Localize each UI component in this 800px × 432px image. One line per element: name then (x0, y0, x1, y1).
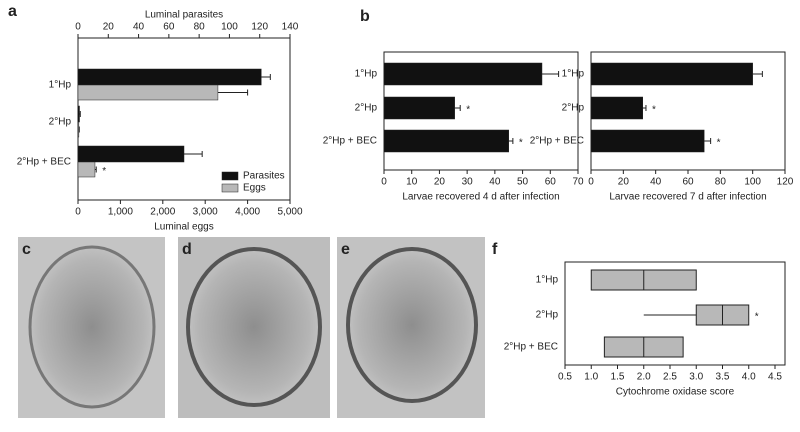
panel-label: f (492, 241, 498, 258)
micrograph-d (178, 237, 330, 418)
x-tick-label: 40 (489, 177, 501, 188)
y-tick-label: 2°Hp + BEC (504, 342, 558, 353)
y-tick-label: 2°Hp (355, 103, 378, 114)
significance-mark: * (466, 105, 470, 116)
x2-tick-label: 40 (133, 22, 145, 33)
panel-label: a (8, 3, 17, 20)
x-tick-label: 4.0 (742, 372, 756, 383)
x2-tick-label: 100 (221, 22, 238, 33)
bar (590, 96, 643, 120)
bar (590, 129, 705, 153)
panel-label: e (341, 241, 350, 258)
x-tick-label: 0 (381, 177, 387, 188)
x2-tick-label: 80 (194, 22, 206, 33)
x-tick-label: 1,000 (108, 207, 133, 218)
x-tick-label: 4,000 (235, 207, 260, 218)
x-axis-title: Luminal eggs (154, 222, 213, 233)
x-tick-label: 1.5 (611, 372, 625, 383)
x-tick-label: 5,000 (277, 207, 302, 218)
x-tick-label: 3.0 (689, 372, 703, 383)
y-tick-label: 2°Hp (536, 310, 559, 321)
bar (77, 84, 219, 101)
plot-frame (564, 261, 786, 366)
x2-tick-label: 0 (75, 22, 81, 33)
y-tick-label: 2°Hp + BEC (323, 136, 377, 147)
x-tick-label: 100 (744, 177, 761, 188)
y-tick-label: 1°Hp (49, 80, 72, 91)
y-tick-label: 2°Hp + BEC (530, 136, 584, 147)
y-tick-label: 2°Hp + BEC (17, 157, 71, 168)
x-tick-label: 20 (434, 177, 446, 188)
bar (77, 161, 96, 178)
x-tick-label: 10 (406, 177, 418, 188)
micrograph-e (337, 237, 485, 418)
bar (590, 62, 753, 86)
bar (383, 129, 509, 153)
y-tick-label: 1°Hp (355, 69, 378, 80)
x-tick-label: 30 (462, 177, 474, 188)
x-tick-label: 0 (588, 177, 594, 188)
legend-label: Eggs (243, 183, 266, 194)
x2-axis-title: Luminal parasites (145, 10, 223, 21)
x-tick-label: 1.0 (584, 372, 598, 383)
x-tick-label: 70 (572, 177, 584, 188)
x2-tick-label: 60 (163, 22, 175, 33)
x2-tick-label: 20 (103, 22, 115, 33)
x-tick-label: 80 (715, 177, 727, 188)
legend-swatch (221, 183, 239, 193)
bar (383, 62, 543, 86)
x-tick-label: 60 (682, 177, 694, 188)
legend-label: Parasites (243, 171, 285, 182)
x-tick-label: 40 (650, 177, 662, 188)
bar (77, 68, 262, 86)
y-tick-label: 2°Hp (562, 103, 585, 114)
x-tick-label: 20 (618, 177, 630, 188)
bar (383, 96, 455, 120)
significance-mark: * (717, 138, 721, 149)
x2-tick-label: 140 (282, 22, 299, 33)
x-tick-label: 3,000 (193, 207, 218, 218)
x-axis-title: Larvae recovered 4 d after infection (402, 192, 559, 203)
micrograph-c (18, 237, 165, 418)
panel-label: c (22, 241, 31, 258)
legend-swatch (221, 171, 239, 181)
x-tick-label: 0 (75, 207, 81, 218)
x-tick-label: 4.5 (768, 372, 782, 383)
x-tick-label: 2.0 (637, 372, 651, 383)
bar (77, 121, 80, 138)
significance-mark: * (102, 166, 106, 177)
x-tick-label: 0.5 (558, 372, 572, 383)
bar (77, 105, 80, 123)
y-tick-label: 1°Hp (536, 275, 559, 286)
significance-mark: * (519, 138, 523, 149)
panel-label: b (360, 8, 370, 25)
x-axis-title: Larvae recovered 7 d after infection (609, 192, 766, 203)
x-tick-label: 2,000 (150, 207, 175, 218)
bar (77, 145, 185, 163)
significance-mark: * (652, 105, 656, 116)
x-tick-label: 60 (545, 177, 557, 188)
panel-label: d (182, 241, 192, 258)
x-tick-label: 2.5 (663, 372, 677, 383)
y-tick-label: 2°Hp (49, 117, 72, 128)
x-tick-label: 3.5 (716, 372, 730, 383)
y-tick-label: 1°Hp (562, 69, 585, 80)
x-tick-label: 120 (777, 177, 794, 188)
x2-tick-label: 120 (251, 22, 268, 33)
x-axis-title: Cytochrome oxidase score (616, 387, 735, 398)
significance-mark: * (755, 312, 759, 323)
x-tick-label: 50 (517, 177, 529, 188)
